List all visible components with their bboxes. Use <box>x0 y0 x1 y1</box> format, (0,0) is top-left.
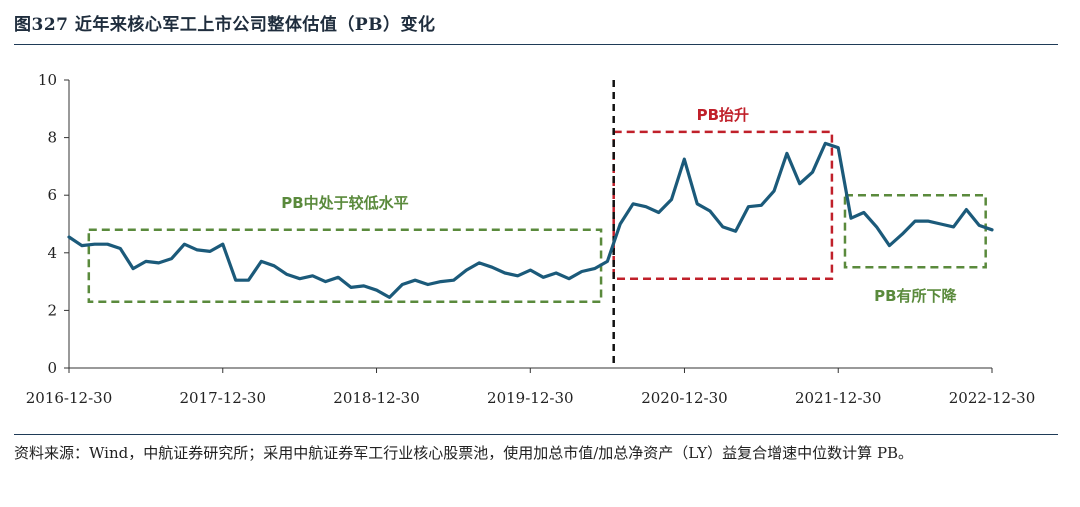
x-tick-label: 2021-12-30 <box>795 389 881 407</box>
annotation-label: PB有所下降 <box>874 287 957 305</box>
x-tick-label: 2022-12-30 <box>949 389 1035 407</box>
x-tick-label: 2020-12-30 <box>641 389 727 407</box>
y-tick-label: 10 <box>38 71 57 89</box>
source-note: 资料来源：Wind，中航证券研究所；采用中航证券军工行业核心股票池，使用加总市值… <box>14 444 914 462</box>
annotation-label: PB中处于较低水平 <box>281 194 408 212</box>
x-tick-label: 2016-12-30 <box>26 389 112 407</box>
annotation-box-green <box>87 228 603 304</box>
pb-line-chart: 0 2 4 6 8 10 2016-12-30 2017-12-30 2018-12-30 201… <box>26 71 1035 407</box>
title-divider <box>14 44 1058 45</box>
y-tick-label: 2 <box>47 301 57 319</box>
pb-series-line <box>67 141 994 299</box>
y-tick-label: 6 <box>47 186 57 204</box>
annotation-box-green <box>843 193 987 269</box>
source-divider <box>14 434 1058 435</box>
x-tick-label: 2018-12-30 <box>333 389 419 407</box>
annotation-label: PB抬升 <box>697 106 749 124</box>
y-tick-label: 4 <box>47 244 57 262</box>
x-tick-label: 2019-12-30 <box>487 389 573 407</box>
x-tick-label: 2017-12-30 <box>180 389 266 407</box>
y-tick-label: 0 <box>47 359 57 377</box>
chart-title: 图327 近年来核心军工上市公司整体估值（PB）变化 <box>14 15 436 35</box>
y-tick-label: 8 <box>47 129 57 147</box>
